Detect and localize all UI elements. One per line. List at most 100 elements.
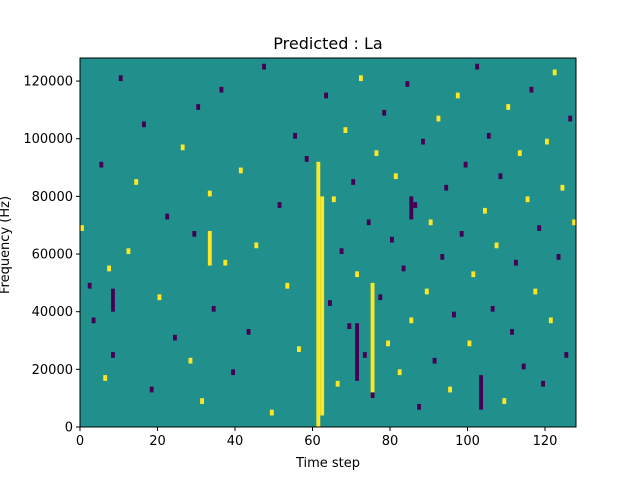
heatmap-cell	[494, 242, 499, 249]
heatmap-cell	[444, 184, 449, 191]
heatmap-cell	[393, 173, 398, 180]
heatmap-band	[370, 282, 375, 399]
heatmap-cell	[351, 179, 356, 185]
y-tick-label: 60000	[32, 248, 73, 263]
heatmap-cell	[331, 196, 336, 203]
heatmap-cell	[537, 225, 542, 231]
plot-frame	[79, 57, 577, 428]
heatmap-cell	[459, 230, 464, 237]
heatmap-cell	[107, 265, 111, 272]
heatmap-cell	[548, 317, 553, 324]
plot-area	[79, 57, 577, 428]
heatmap-cell	[285, 282, 290, 289]
x-axis: 0 20 40 60 80 100 120	[76, 427, 558, 449]
heatmap-cell	[545, 138, 549, 145]
heatmap-cell	[173, 334, 177, 341]
heatmap-cell	[405, 81, 410, 87]
heatmap-cell	[362, 352, 367, 358]
heatmap-cell	[424, 288, 429, 295]
heatmap-cell	[80, 225, 84, 231]
y-tick-label: 80000	[32, 190, 73, 205]
heatmap-cell	[211, 305, 216, 312]
heatmap-cell	[483, 207, 487, 214]
x-tick-label: 100	[455, 434, 480, 449]
heatmap-cell	[157, 294, 162, 301]
heatmap-cell	[448, 386, 452, 393]
heatmap-cell	[231, 369, 235, 376]
y-axis: 0 20000 40000 60000 80000 100000 120000	[23, 75, 80, 436]
heatmap-cell	[521, 363, 526, 370]
heatmap-cell	[382, 109, 387, 116]
heatmap-band	[320, 196, 325, 416]
heatmap-cell	[207, 190, 212, 197]
y-tick-label: 100000	[23, 132, 73, 147]
heatmap-cell	[196, 104, 201, 110]
y-tick-label: 20000	[32, 363, 73, 378]
heatmap-cell	[568, 115, 573, 122]
heatmap-cell	[475, 63, 480, 70]
heatmap-cell	[304, 156, 309, 162]
heatmap-cell	[374, 150, 379, 157]
heatmap-band	[111, 288, 115, 312]
heatmap-cell	[560, 184, 565, 191]
heatmap-cell	[401, 265, 406, 272]
heatmap-cell	[572, 219, 576, 226]
x-tick-label: 40	[227, 434, 244, 449]
x-axis-label: Time step	[295, 456, 360, 471]
y-tick-label: 0	[65, 421, 73, 436]
heatmap-cell	[498, 173, 503, 180]
heatmap-cell	[541, 380, 545, 387]
heatmap-cell	[366, 219, 371, 226]
heatmap-cell	[339, 248, 344, 255]
heatmap-cell	[142, 121, 146, 128]
heatmap-cell	[149, 386, 154, 393]
heatmap-cell	[277, 202, 282, 208]
heatmap-cell	[413, 202, 418, 208]
heatmap-cell	[417, 403, 421, 410]
heatmap-cell	[386, 340, 390, 347]
heatmap-cell	[99, 161, 104, 168]
heatmap-cell	[432, 357, 437, 364]
heatmap-cell	[409, 317, 414, 324]
heatmap-band	[207, 230, 212, 266]
heatmap-cell	[479, 375, 483, 381]
heatmap-cell	[200, 398, 204, 404]
heatmap-cell	[192, 230, 197, 237]
heatmap-cell	[390, 236, 394, 243]
heatmap-cell	[378, 294, 383, 301]
heatmap-cell	[564, 352, 569, 358]
heatmap-cell	[293, 132, 297, 139]
heatmap-cell	[165, 213, 170, 220]
heatmap-cell	[343, 127, 348, 133]
heatmap-cell	[359, 75, 363, 82]
x-tick-label: 0	[76, 434, 84, 449]
heatmap-cell	[471, 271, 476, 278]
heatmap-cell	[529, 86, 534, 93]
heatmap-cell	[254, 242, 259, 249]
heatmap-cell	[490, 305, 495, 312]
heatmap-cell	[525, 196, 530, 203]
heatmap-band	[409, 196, 414, 220]
heatmap-cell	[533, 288, 538, 295]
heatmap-cell	[436, 115, 441, 122]
heatmap-cell	[517, 150, 522, 157]
heatmap-cell	[219, 86, 224, 93]
heatmap-cell	[355, 271, 359, 278]
heatmap-cell	[506, 104, 511, 110]
heatmap-cell	[514, 259, 518, 266]
x-tick-label: 20	[149, 434, 166, 449]
heatmap-band	[479, 380, 483, 410]
heatmap-cell	[440, 254, 445, 260]
heatmap-cell	[118, 75, 123, 82]
heatmap-cell	[463, 161, 468, 168]
heatmap-cell	[510, 328, 514, 335]
heatmap-cell	[223, 259, 228, 266]
y-tick-label: 40000	[32, 305, 73, 320]
y-axis-label: Frequency (Hz)	[0, 196, 13, 294]
x-tick-label: 120	[533, 434, 558, 449]
heatmap-cell	[552, 69, 557, 76]
heatmap-cell	[126, 248, 131, 255]
heatmap-cell	[180, 144, 185, 151]
